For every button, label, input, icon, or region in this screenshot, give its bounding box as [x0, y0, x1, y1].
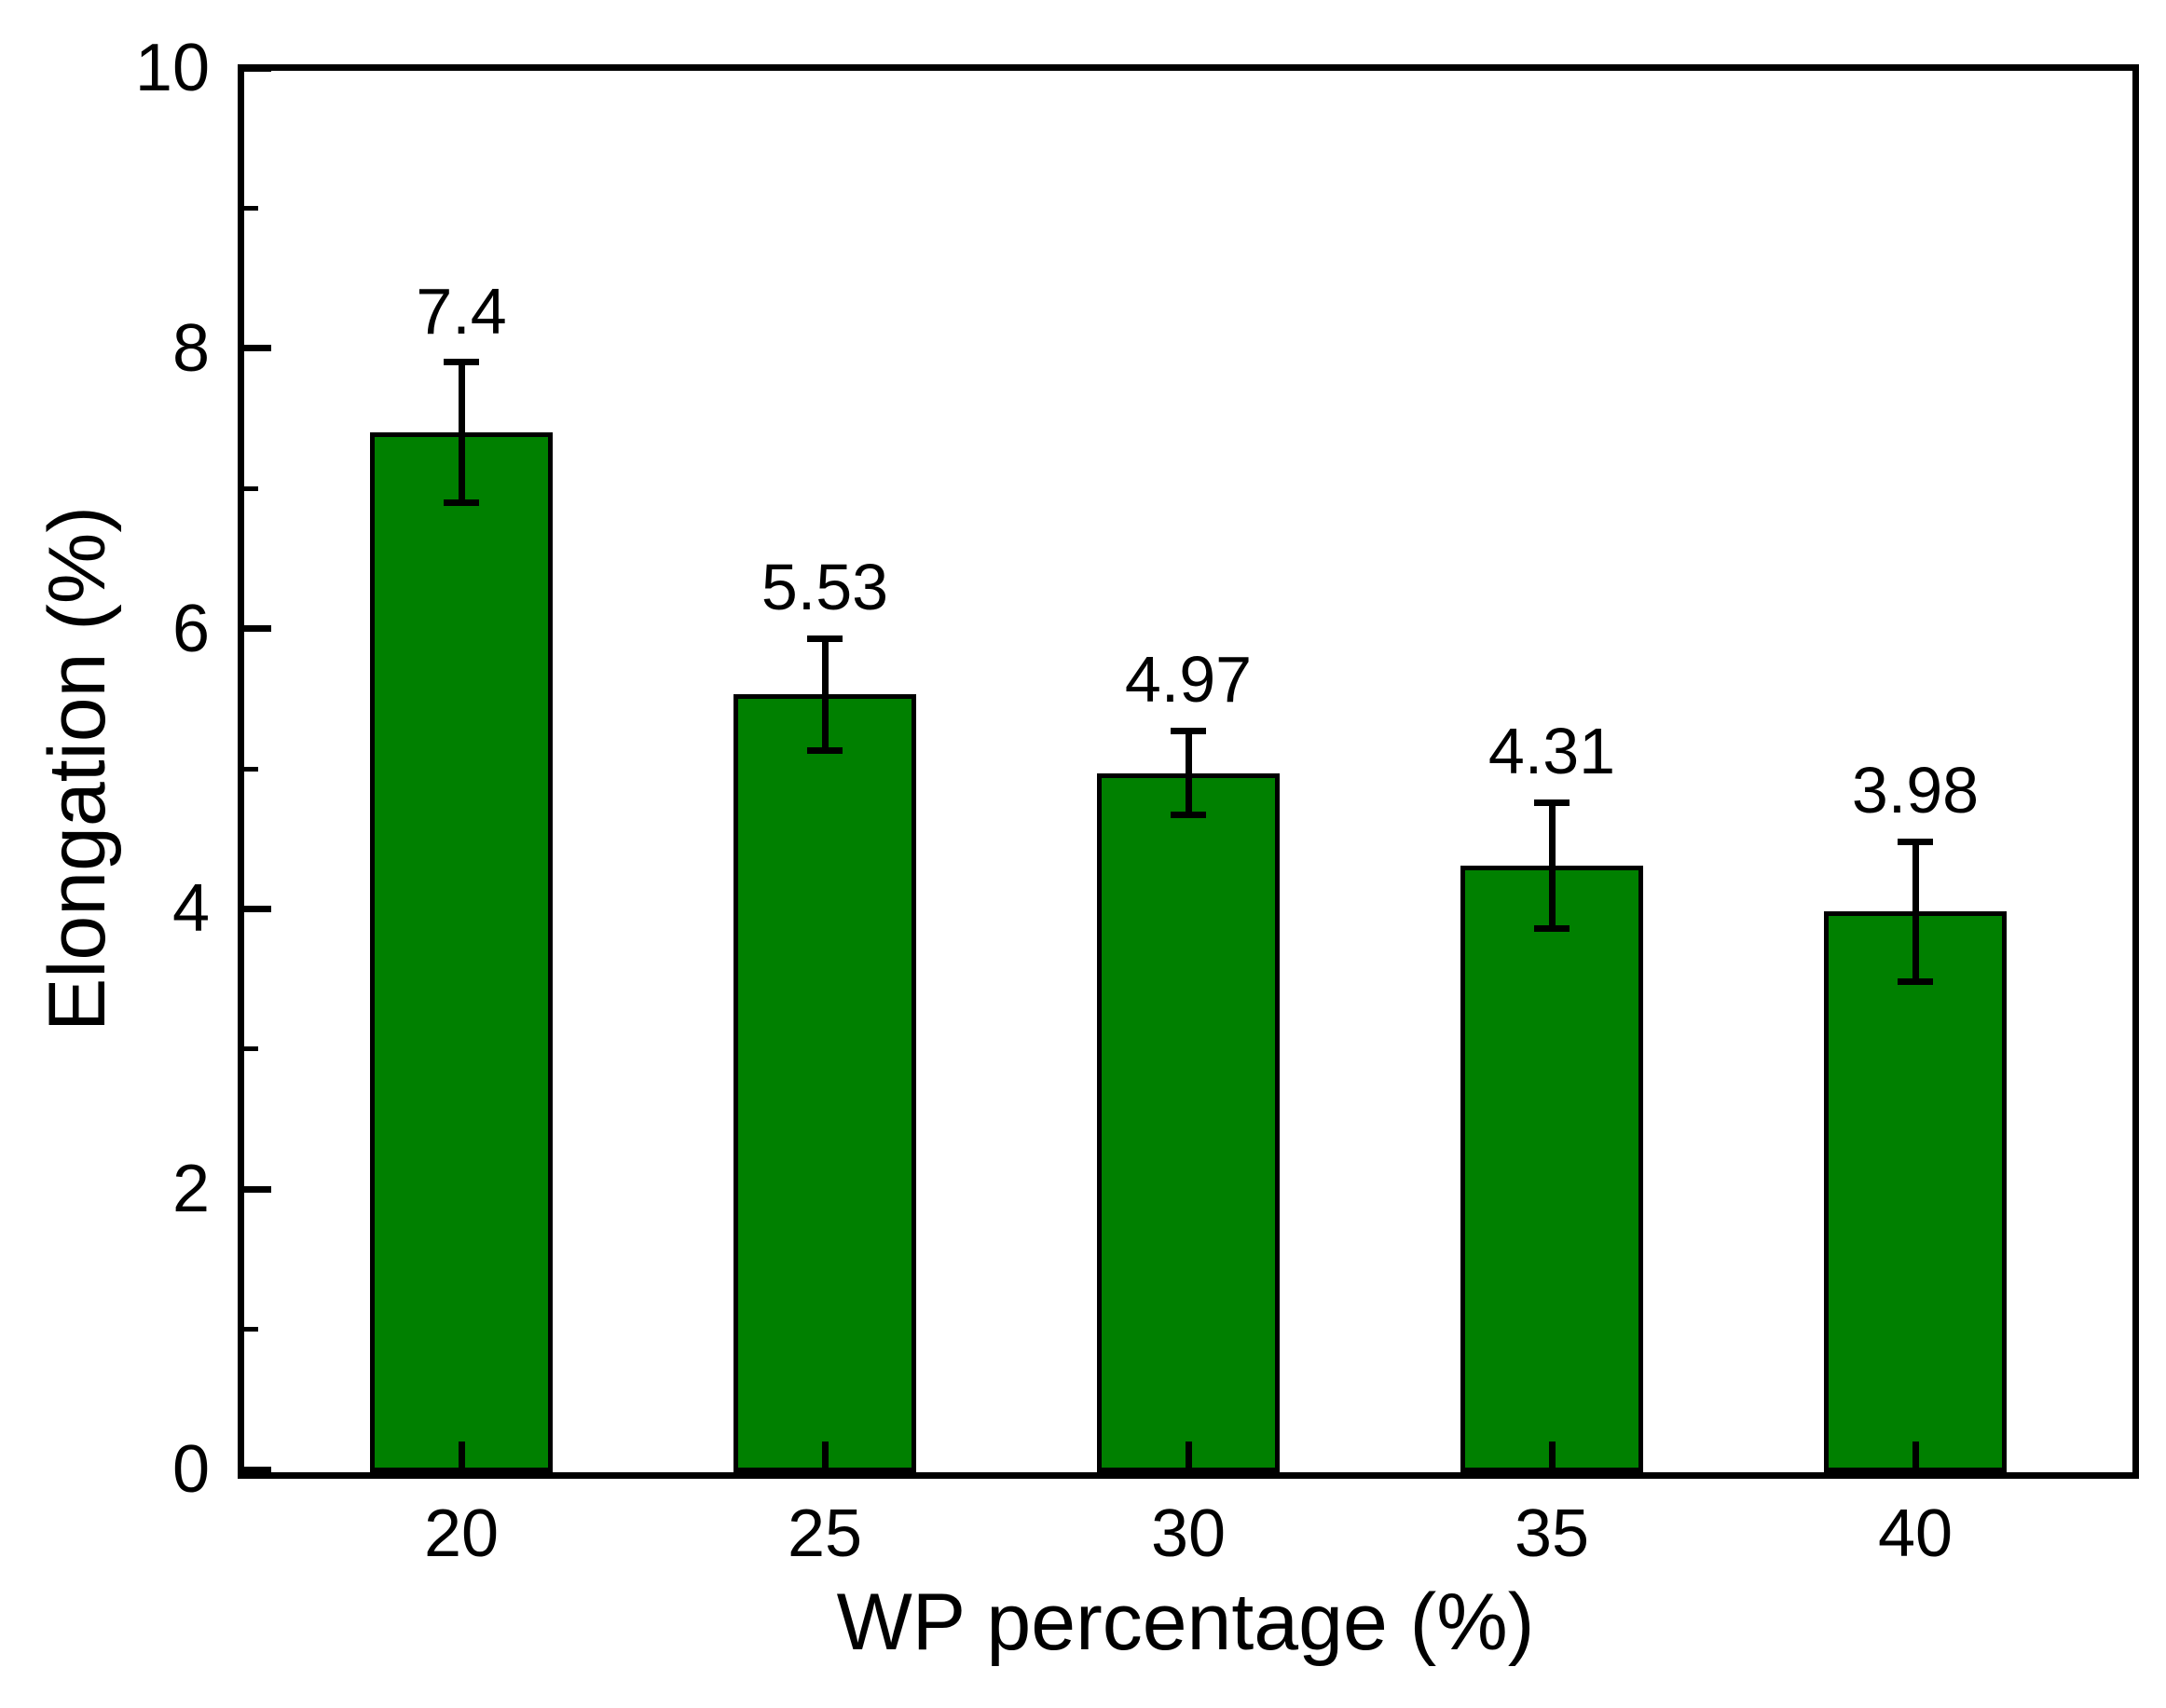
y-axis-minor-tick: [241, 485, 258, 491]
error-bar-line: [1185, 731, 1192, 815]
y-axis-minor-tick: [241, 1046, 258, 1052]
bar-value-label: 5.53: [761, 551, 889, 624]
y-axis-minor-tick: [241, 1327, 258, 1332]
y-axis-minor-tick: [241, 205, 258, 211]
error-bar-bottom-cap: [1898, 978, 1933, 986]
y-axis-major-tick: [241, 64, 271, 72]
x-axis-tick: [1185, 1442, 1192, 1469]
x-axis-tick-label: 35: [1514, 1496, 1590, 1571]
x-axis-tick: [1912, 1442, 1919, 1469]
y-axis-major-tick: [241, 625, 271, 633]
bar-value-label: 3.98: [1851, 754, 1980, 827]
error-bar-bottom-cap: [1534, 924, 1570, 932]
y-axis-tick-label: 2: [171, 1152, 210, 1227]
bar-value-label: 4.97: [1124, 643, 1253, 717]
x-axis-tick: [821, 1442, 829, 1469]
error-bar-line: [821, 638, 829, 751]
x-axis-tick: [458, 1442, 465, 1469]
bar: [370, 432, 553, 1472]
error-bar-top-cap: [807, 635, 843, 642]
y-axis-major-tick: [241, 905, 271, 912]
plot-area: [238, 64, 2139, 1479]
y-axis-major-tick: [241, 1466, 271, 1473]
x-axis-tick-label: 20: [423, 1496, 500, 1571]
error-bar-bottom-cap: [1171, 812, 1206, 819]
y-axis-tick-label: 6: [171, 591, 210, 666]
bar-value-label: 4.31: [1487, 715, 1616, 788]
error-bar-top-cap: [1898, 838, 1933, 845]
bar: [1824, 911, 2007, 1472]
x-axis-tick-label: 30: [1150, 1496, 1227, 1571]
bar: [1097, 772, 1280, 1472]
error-bar-line: [458, 362, 465, 503]
bar: [1460, 865, 1643, 1472]
error-bar-top-cap: [444, 359, 479, 366]
y-axis-tick-label: 4: [171, 871, 210, 947]
bar: [733, 694, 916, 1472]
x-axis-tick-label: 25: [787, 1496, 863, 1571]
y-axis-major-tick: [241, 1185, 271, 1193]
x-axis-tick-label: 40: [1877, 1496, 1954, 1571]
y-axis-tick-label: 8: [171, 310, 210, 386]
y-axis-minor-tick: [241, 766, 258, 772]
error-bar-top-cap: [1534, 799, 1570, 806]
bar-value-label: 7.4: [416, 274, 507, 348]
x-axis-tick: [1548, 1442, 1556, 1469]
error-bar-line: [1912, 841, 1919, 982]
error-bar-bottom-cap: [444, 499, 479, 506]
error-bar-line: [1548, 802, 1556, 929]
y-axis-tick-label: 0: [171, 1432, 210, 1507]
x-axis-title: WP percentage (%): [836, 1578, 1535, 1667]
error-bar-top-cap: [1171, 727, 1206, 734]
error-bar-bottom-cap: [807, 746, 843, 754]
y-axis-major-tick: [241, 345, 271, 352]
y-axis-tick-label: 10: [134, 31, 210, 105]
